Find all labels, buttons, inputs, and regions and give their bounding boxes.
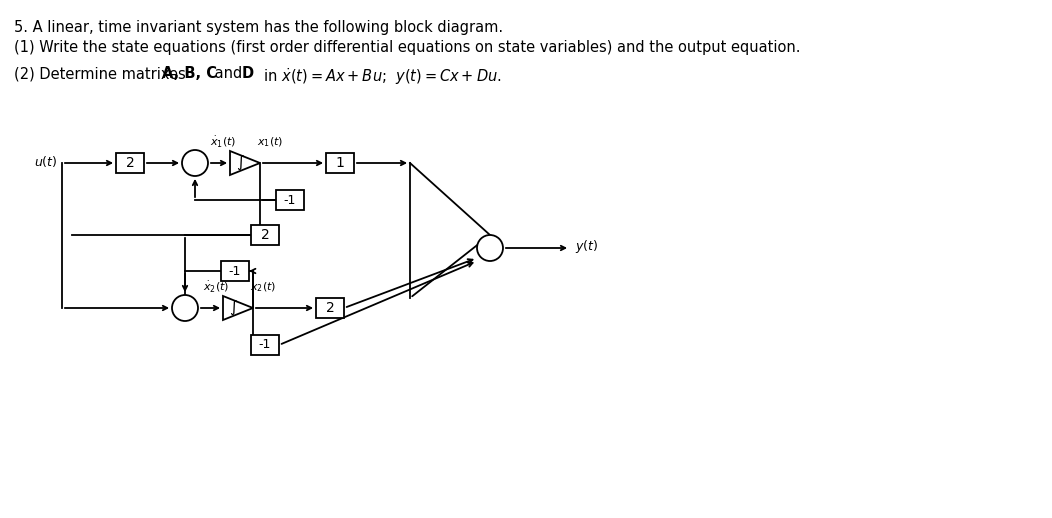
Text: (2) Determine matrixes: (2) Determine matrixes [14, 66, 190, 81]
Text: and: and [210, 66, 247, 81]
Circle shape [477, 235, 503, 261]
Polygon shape [230, 151, 260, 175]
Text: -1: -1 [229, 265, 241, 278]
Bar [316, 298, 344, 318]
Text: in $\dot{x}(t) = Ax + Bu$;  $y(t) = Cx + Du$.: in $\dot{x}(t) = Ax + Bu$; $y(t) = Cx + … [259, 66, 502, 87]
Polygon shape [223, 296, 252, 320]
Text: $\int$: $\int$ [237, 154, 246, 172]
Text: 2: 2 [326, 301, 335, 315]
Text: 2: 2 [125, 156, 135, 170]
Text: 5. A linear, time invariant system has the following block diagram.: 5. A linear, time invariant system has t… [14, 20, 503, 35]
Text: $\int$: $\int$ [229, 299, 239, 317]
Text: $x_1(t)$: $x_1(t)$ [257, 135, 283, 149]
Circle shape [171, 295, 198, 321]
Bar [116, 153, 144, 173]
Bar [326, 153, 355, 173]
Bar [251, 335, 279, 355]
Text: $\dot{x}_2(t)$: $\dot{x}_2(t)$ [203, 279, 229, 294]
Text: D: D [242, 66, 255, 81]
Text: $u(t)$: $u(t)$ [35, 153, 58, 168]
Text: -1: -1 [284, 194, 297, 207]
Text: $x_2(t)$: $x_2(t)$ [250, 280, 276, 294]
Text: 2: 2 [261, 228, 269, 242]
Text: $y(t)$: $y(t)$ [575, 237, 599, 254]
Bar [276, 190, 304, 210]
Text: A, B, C: A, B, C [162, 66, 217, 81]
Circle shape [182, 150, 208, 176]
Bar [251, 225, 279, 245]
Text: $\dot{x}_1(t)$: $\dot{x}_1(t)$ [209, 134, 237, 149]
Text: 1: 1 [336, 156, 344, 170]
Bar [221, 261, 249, 281]
Text: (1) Write the state equations (first order differential equations on state varia: (1) Write the state equations (first ord… [14, 40, 801, 55]
Text: -1: -1 [259, 338, 271, 352]
